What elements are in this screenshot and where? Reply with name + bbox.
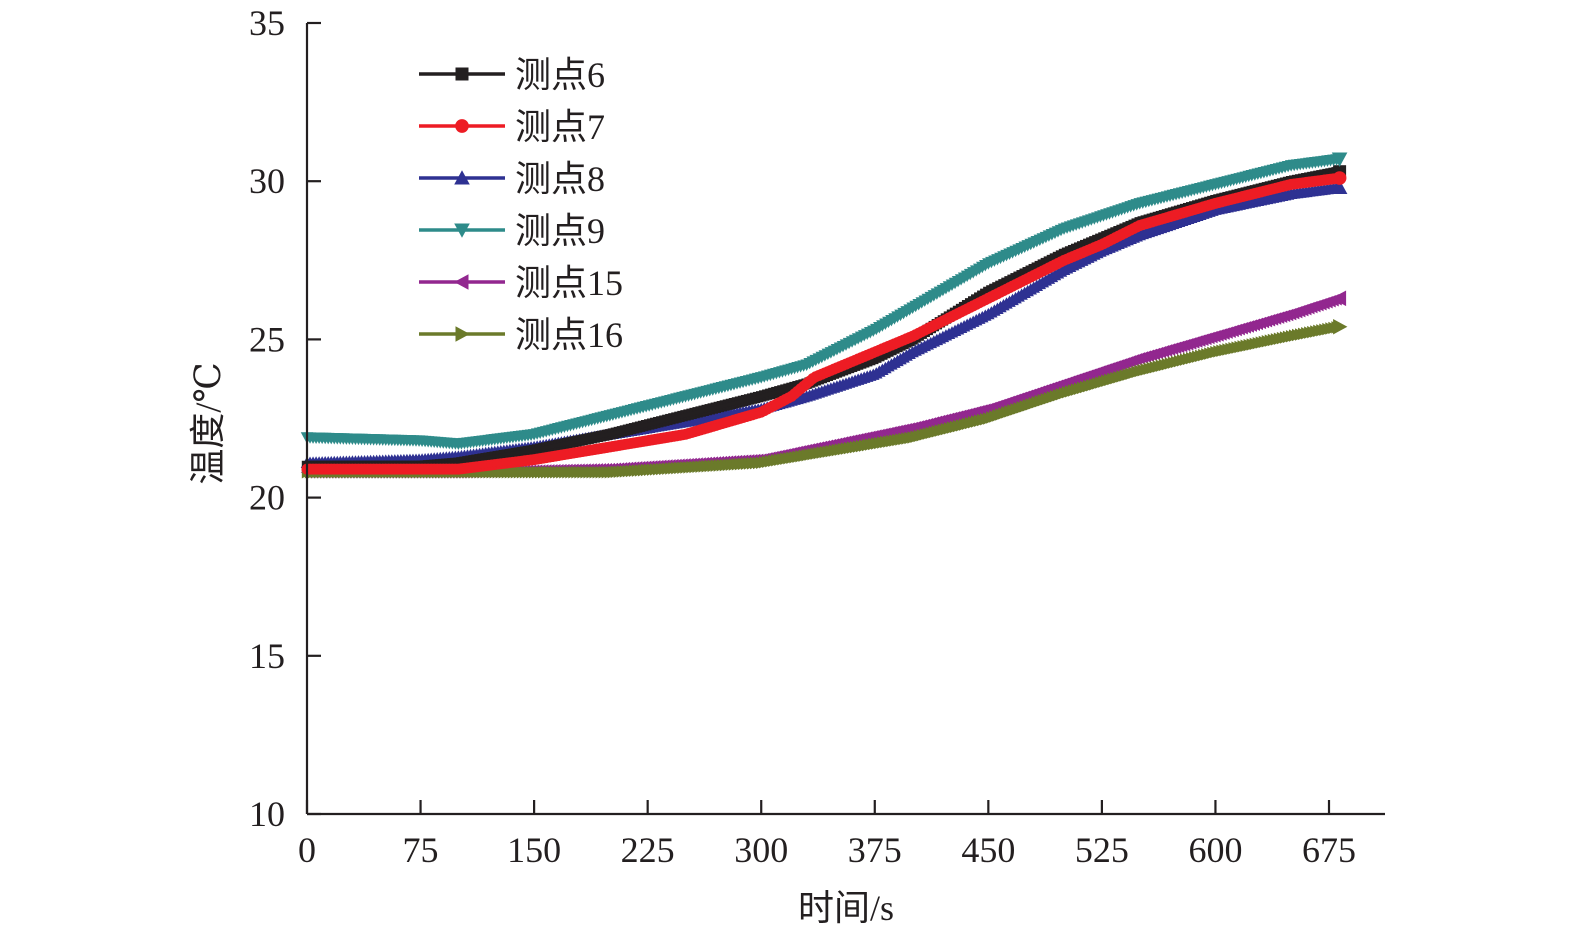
series-line — [307, 176, 1340, 472]
series-line — [306, 157, 1340, 446]
legend-item: 测点9 — [419, 211, 605, 251]
legend-label: 测点9 — [515, 211, 605, 251]
legend-label: 测点15 — [515, 263, 623, 303]
series-2 — [301, 171, 1347, 475]
legend-item: 测点8 — [419, 159, 605, 199]
x-tick-label: 0 — [298, 830, 316, 870]
axes — [305, 21, 1385, 816]
series-end-marker — [1332, 171, 1347, 185]
x-tick-label: 375 — [848, 830, 902, 870]
series-end-marker — [1331, 290, 1347, 307]
legend-marker — [454, 274, 469, 290]
legend: 测点6 测点7 测点8 测点9 测点15 测点16 — [419, 55, 623, 355]
x-tick-label: 600 — [1188, 830, 1242, 870]
legend-marker — [455, 67, 469, 81]
legend-label: 测点16 — [515, 315, 623, 355]
x-tick-label: 675 — [1302, 830, 1356, 870]
legend-item: 测点7 — [419, 107, 605, 147]
x-tick-label: 300 — [734, 830, 788, 870]
legend-item: 测点16 — [419, 315, 623, 355]
legend-item: 测点15 — [419, 263, 623, 303]
legend-marker — [455, 326, 470, 342]
series-line — [307, 324, 1340, 475]
x-tick-label: 150 — [507, 830, 561, 870]
y-tick-label: 10 — [249, 794, 285, 834]
legend-marker — [454, 170, 470, 185]
legend-marker — [455, 119, 469, 133]
tick-labels: 10 15 20 25 30 35 0 75 150 225 300 375 450 525 600 675 — [249, 3, 1356, 870]
y-tick-label: 20 — [249, 478, 285, 518]
x-axis-title: 时间/s — [798, 888, 894, 928]
series-end-marker — [1333, 318, 1348, 335]
legend-label: 测点7 — [515, 107, 605, 147]
x-tick-label: 225 — [621, 830, 675, 870]
x-tick-label: 450 — [961, 830, 1015, 870]
legend-label: 测点8 — [515, 159, 605, 199]
series-4 — [300, 152, 1348, 451]
legend-marker — [454, 223, 470, 238]
legend-item: 测点6 — [419, 55, 605, 95]
series-end-marker — [1331, 152, 1348, 167]
series-layer — [300, 152, 1348, 479]
y-tick-label: 25 — [249, 319, 285, 359]
x-tick-label: 75 — [403, 830, 439, 870]
y-tick-label: 35 — [249, 3, 285, 43]
y-tick-label: 15 — [249, 636, 285, 676]
x-tick-label: 525 — [1075, 830, 1129, 870]
series-end-marker — [1331, 179, 1348, 195]
series-6 — [301, 318, 1348, 479]
series-3 — [300, 179, 1348, 468]
y-axis-title: 温度/℃ — [188, 362, 228, 484]
y-tick-label: 30 — [249, 161, 285, 201]
legend-label: 测点6 — [515, 55, 605, 95]
